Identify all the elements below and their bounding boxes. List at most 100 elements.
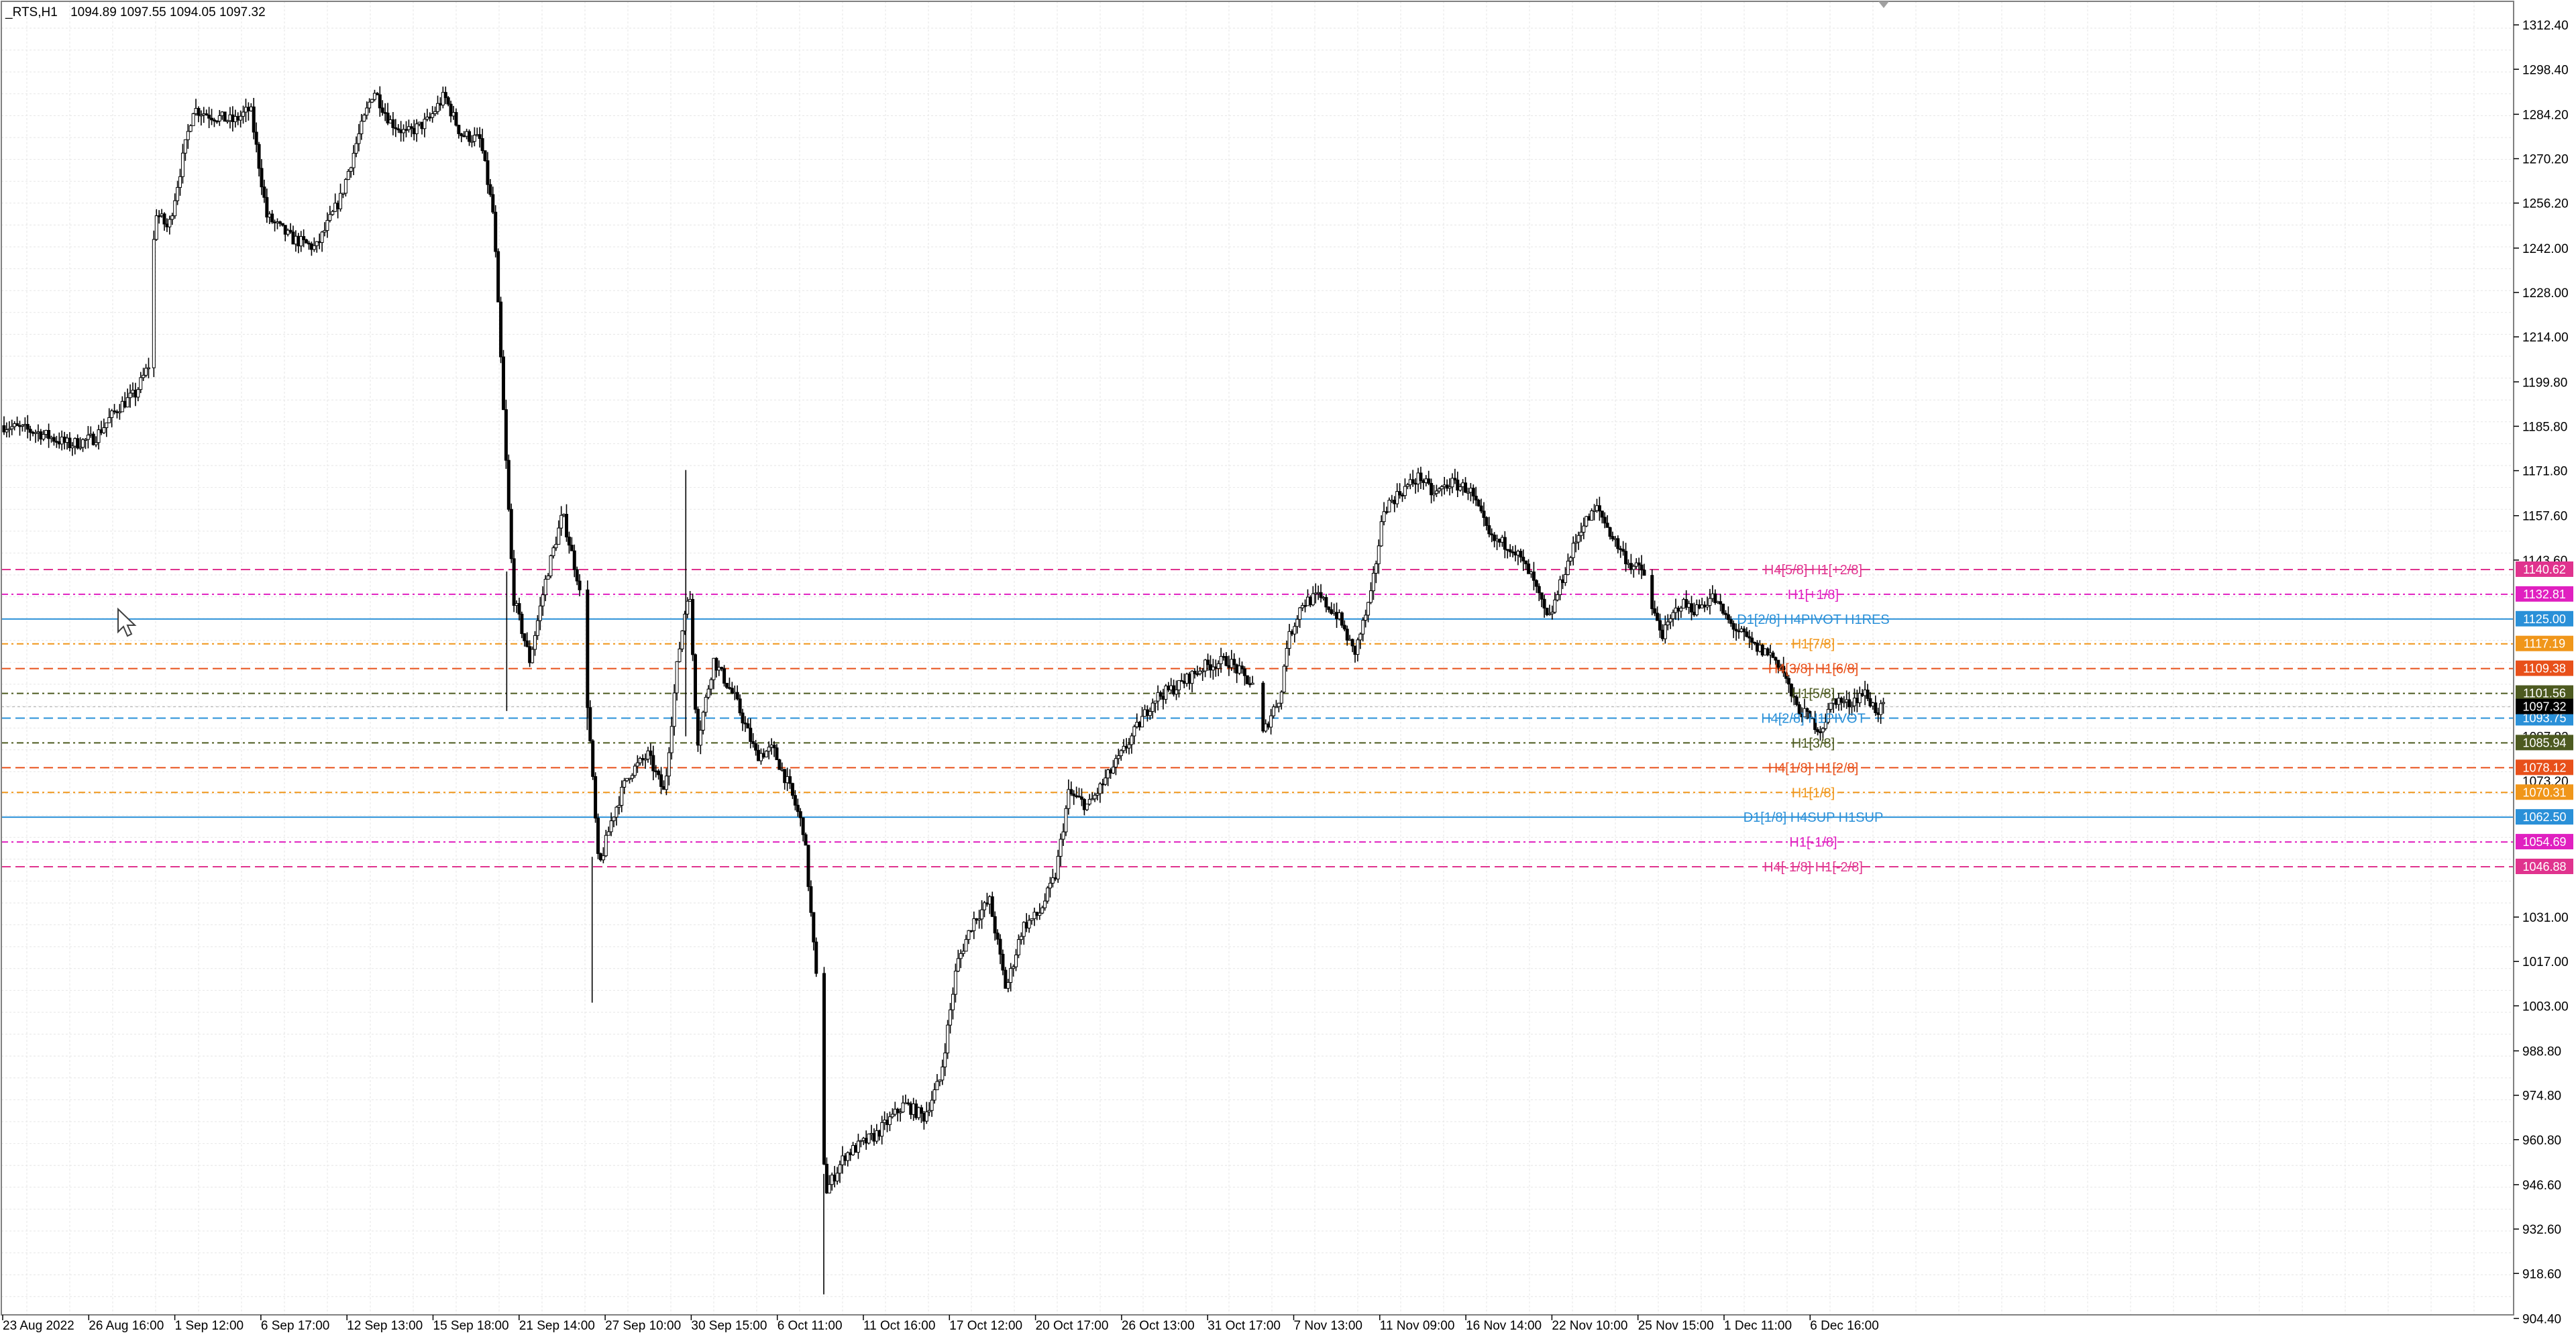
candle-body bbox=[1684, 599, 1688, 608]
candle-body bbox=[1471, 488, 1475, 496]
x-tick-label: 26 Oct 13:00 bbox=[1122, 1319, 1195, 1333]
candle-body bbox=[144, 368, 148, 376]
candle-body bbox=[649, 750, 653, 756]
candle-body bbox=[1087, 799, 1091, 805]
candle-body bbox=[1852, 698, 1856, 706]
candle-body bbox=[1461, 482, 1465, 488]
candle-body bbox=[1069, 789, 1073, 794]
candle-body bbox=[268, 213, 272, 218]
candle-body bbox=[517, 603, 521, 614]
candle-body bbox=[1109, 769, 1113, 773]
candle-body bbox=[428, 116, 432, 119]
candle-body bbox=[1293, 626, 1297, 635]
candle-body bbox=[972, 918, 976, 931]
candle-body bbox=[1279, 692, 1283, 704]
candle-body bbox=[44, 429, 48, 435]
candle-body bbox=[1542, 598, 1546, 609]
candle-body bbox=[438, 103, 442, 106]
price-tag-text: 1093.75 bbox=[2522, 711, 2566, 725]
candle-body bbox=[1182, 680, 1186, 684]
candle-body bbox=[299, 236, 303, 247]
candle-body bbox=[1595, 505, 1599, 511]
candle-body bbox=[1597, 505, 1601, 512]
candle-body bbox=[60, 436, 64, 445]
candle-body bbox=[228, 114, 232, 121]
candle-body bbox=[1153, 700, 1157, 704]
candle-body bbox=[909, 1103, 913, 1115]
candle-body bbox=[767, 747, 771, 752]
candle-body bbox=[1193, 670, 1197, 674]
candle-body bbox=[1576, 535, 1580, 543]
candle-body bbox=[99, 429, 103, 433]
candle-body bbox=[535, 620, 539, 636]
candle-body bbox=[1723, 612, 1727, 615]
price-tag bbox=[2516, 685, 2573, 701]
price-tag bbox=[2516, 809, 2573, 825]
candle-body bbox=[1813, 717, 1817, 731]
candle-body bbox=[543, 578, 547, 596]
candle-body bbox=[1608, 527, 1612, 537]
candle-body bbox=[606, 831, 610, 836]
candle-body bbox=[1004, 969, 1008, 989]
candle-body bbox=[1537, 586, 1541, 594]
candle-body bbox=[1156, 692, 1160, 702]
cursor-icon bbox=[117, 607, 137, 637]
candle-body bbox=[1056, 855, 1060, 879]
candle-body bbox=[210, 117, 214, 121]
x-tick-label: 30 Sep 15:00 bbox=[691, 1319, 767, 1333]
candle-body bbox=[793, 795, 797, 806]
candle-body bbox=[738, 698, 742, 714]
candle-body bbox=[470, 141, 474, 143]
candle-body bbox=[633, 765, 637, 776]
level-labels: H4[5/8] H1[+2/8] H1[+1/8] D1[2/8] H4PIVOT … bbox=[1737, 563, 1890, 875]
shift-marker-icon[interactable] bbox=[1878, 1, 1889, 8]
candle-body bbox=[117, 411, 121, 413]
x-tick-label: 1 Dec 11:00 bbox=[1724, 1319, 1792, 1333]
candle-body bbox=[420, 121, 424, 129]
candle-body bbox=[1600, 511, 1604, 518]
candle-body bbox=[1676, 607, 1680, 612]
candle-body bbox=[225, 120, 229, 122]
candle-body bbox=[1295, 619, 1299, 627]
candle-body bbox=[596, 818, 600, 854]
candle-body bbox=[1112, 766, 1116, 773]
candle-body bbox=[97, 429, 101, 443]
candle-body bbox=[1845, 699, 1849, 702]
x-tick-label: 17 Oct 12:00 bbox=[949, 1319, 1022, 1333]
candle-body bbox=[1556, 594, 1560, 600]
level-label: H4[3/8] H1[6/8] bbox=[1768, 662, 1859, 677]
y-tick-label: 1284.20 bbox=[2522, 108, 2569, 122]
candle-body bbox=[941, 1066, 945, 1081]
candle-body bbox=[197, 108, 201, 116]
candle-body bbox=[309, 244, 313, 250]
candle-body bbox=[1768, 652, 1772, 655]
x-tick-label: 20 Oct 17:00 bbox=[1036, 1319, 1109, 1333]
candle-body bbox=[935, 1081, 939, 1091]
candle-body bbox=[1187, 674, 1191, 684]
candle-body bbox=[1837, 698, 1841, 705]
candle-body bbox=[1219, 655, 1223, 664]
candle-body bbox=[1358, 633, 1362, 641]
candle-body bbox=[1043, 900, 1047, 908]
candle-body bbox=[1553, 599, 1557, 613]
candle-body bbox=[1819, 731, 1823, 733]
candle-body bbox=[1385, 511, 1389, 513]
price-tag-text: 1046.88 bbox=[2522, 860, 2566, 873]
candle-body bbox=[278, 221, 282, 224]
candle-body bbox=[1755, 643, 1759, 652]
candle-body bbox=[39, 431, 43, 440]
candle-body bbox=[1603, 517, 1607, 524]
candle-body bbox=[78, 447, 83, 449]
candle-body bbox=[217, 115, 221, 121]
candle-body bbox=[1495, 539, 1499, 541]
candle-body bbox=[680, 631, 684, 649]
price-tag-text: 1132.81 bbox=[2523, 588, 2566, 601]
candle-body bbox=[1713, 593, 1717, 603]
price-tags: 1087.821073.201140.621132.811125.001117.… bbox=[2516, 561, 2573, 874]
candle-body bbox=[165, 223, 169, 227]
x-axis: 23 Aug 2022 26 Aug 16:00 1 Sep 12:00 6 Sep … bbox=[2, 1315, 1879, 1333]
candle-body bbox=[383, 112, 387, 114]
candle-body bbox=[1116, 755, 1120, 759]
